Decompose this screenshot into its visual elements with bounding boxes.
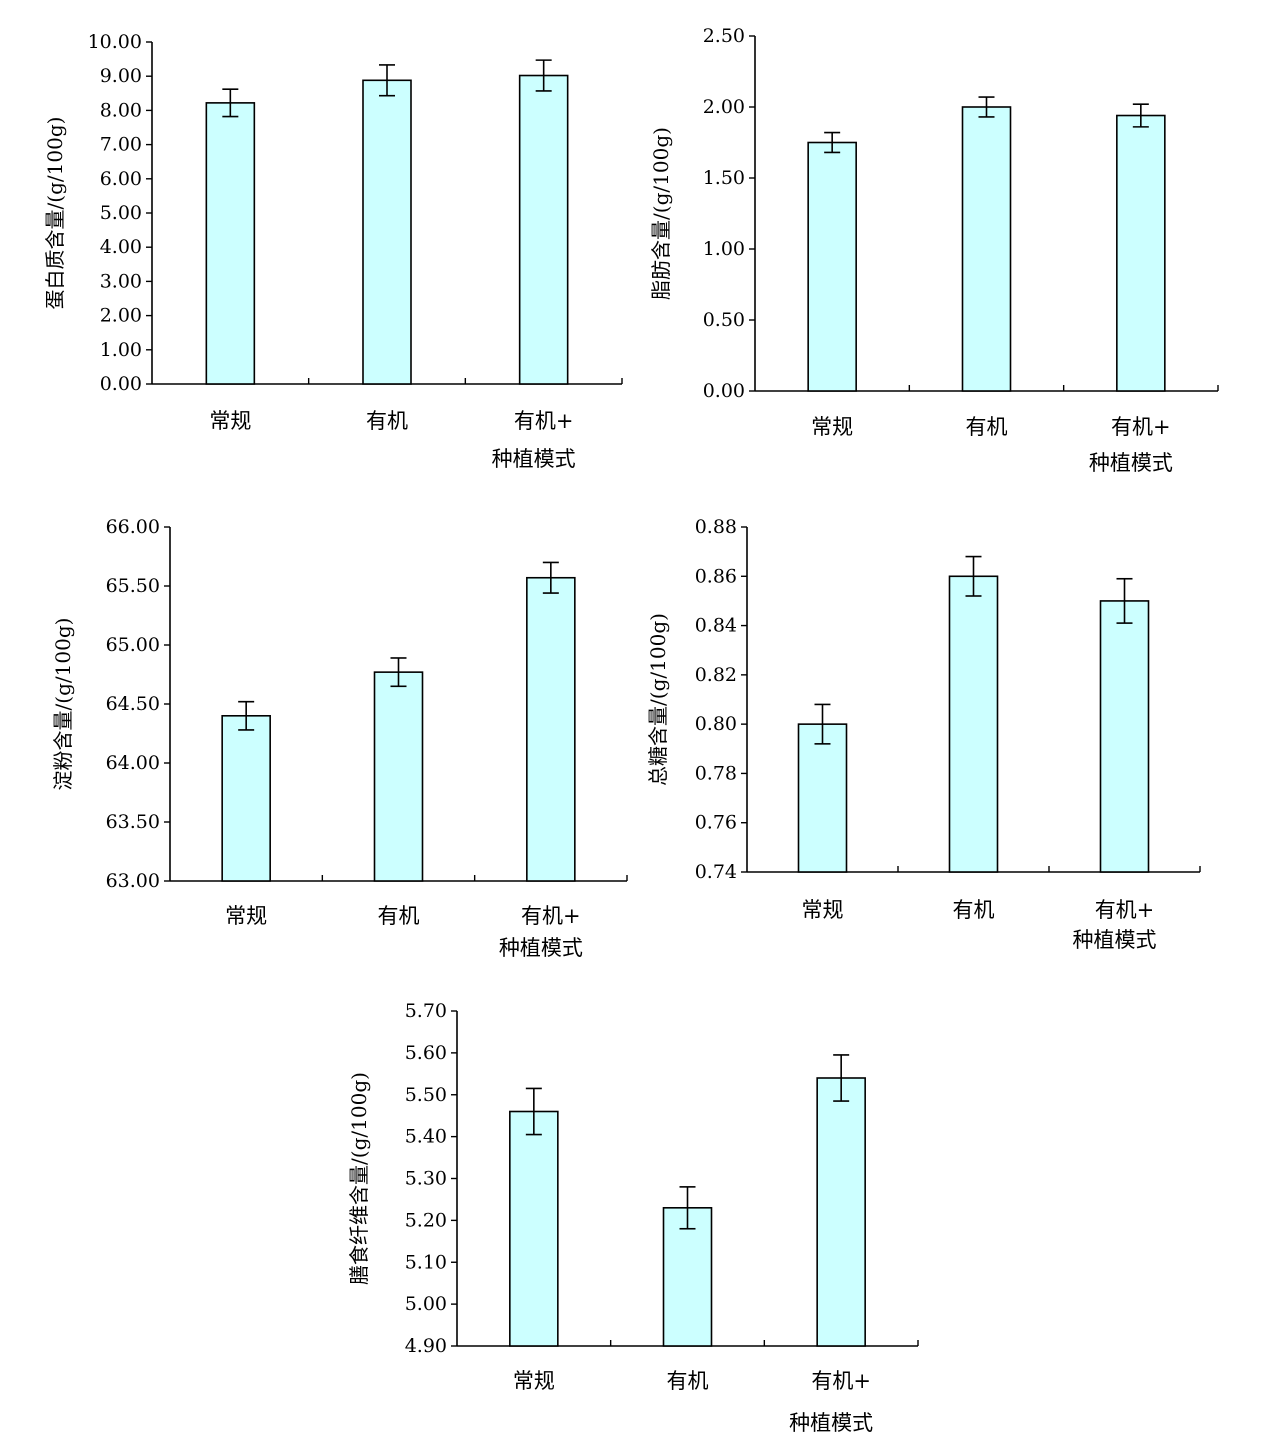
bar <box>1099 600 1150 873</box>
y-tick-label: 4.00 <box>100 236 142 258</box>
y-tick-label: 6.00 <box>100 168 142 190</box>
x-category-label: 常规 <box>209 409 251 433</box>
y-tick-label: 2.50 <box>703 25 745 47</box>
bar <box>509 1110 559 1347</box>
x-category-label: 常规 <box>225 904 267 928</box>
y-axis-title: 淀粉含量/(g/100g) <box>51 618 75 791</box>
y-tick-label: 7.00 <box>100 134 142 156</box>
y-tick-label: 2.00 <box>703 96 745 118</box>
bar <box>373 671 424 882</box>
bar <box>526 576 576 882</box>
y-tick-label: 0.00 <box>100 373 142 395</box>
x-category-label: 种植模式 <box>492 447 576 471</box>
y-tick-label: 5.40 <box>405 1126 447 1148</box>
x-category-label: 有机 <box>667 1369 709 1393</box>
x-category-label: 种植模式 <box>1073 928 1157 952</box>
y-tick-label: 0.84 <box>695 615 737 637</box>
y-tick-label: 0.00 <box>703 380 745 402</box>
x-category-label: 有机+ <box>514 409 574 433</box>
total-sugar-chart: 0.74 0.76 0.78 0.80 0.82 0.84 0.86 0.88 常规 有机 有机+ 种… <box>646 516 1201 952</box>
dietary-fiber-chart: 4.90 5.00 5.10 5.20 5.30 5.40 5.50 5.60 5.70 常规 有机… <box>347 1000 919 1435</box>
bar <box>816 1077 866 1347</box>
x-category-label: 有机+ <box>521 904 581 928</box>
bar <box>205 102 256 385</box>
x-category-label: 常规 <box>802 898 844 922</box>
y-tick-label: 5.10 <box>405 1251 447 1273</box>
y-tick-label: 0.78 <box>695 762 737 784</box>
x-category-label: 有机 <box>953 898 995 922</box>
y-tick-label: 5.00 <box>405 1293 447 1315</box>
y-tick-label: 5.00 <box>100 202 142 224</box>
fat-chart: 0.00 0.50 1.00 1.50 2.00 2.50 常规 有机 有机+ 种植模式 脂肪含量/… <box>649 25 1219 475</box>
y-tick-label: 64.00 <box>106 752 160 774</box>
x-category-label: 有机 <box>378 904 420 928</box>
y-tick-label: 4.90 <box>405 1335 447 1357</box>
y-tick-label: 66.00 <box>106 516 160 538</box>
x-category-label: 有机 <box>966 415 1008 439</box>
protein-chart: 0.00 1.00 2.00 3.00 4.00 5.00 6.00 7.00 8.00 9.00… <box>43 31 623 471</box>
y-axis-title: 脂肪含量/(g/100g) <box>649 127 673 300</box>
y-tick-label: 5.30 <box>405 1168 447 1190</box>
x-category-label: 种植模式 <box>499 936 583 960</box>
y-axis-title: 蛋白质含量/(g/100g) <box>43 117 67 310</box>
bar <box>1116 114 1166 392</box>
y-tick-label: 0.86 <box>695 565 737 587</box>
bar <box>797 723 848 873</box>
bar <box>362 79 412 385</box>
starch-chart: 63.00 63.50 64.00 64.50 65.00 65.50 66.00 常规 有机 有… <box>51 516 628 960</box>
y-tick-label: 1.50 <box>703 167 745 189</box>
y-tick-label: 3.00 <box>100 270 142 292</box>
y-axis-title: 膳食纤维含量/(g/100g) <box>347 1072 371 1285</box>
y-tick-label: 63.00 <box>106 870 160 892</box>
y-tick-label: 0.74 <box>695 861 737 883</box>
bar <box>961 106 1012 392</box>
x-category-label: 种植模式 <box>789 1411 873 1435</box>
x-category-label: 种植模式 <box>1089 451 1173 475</box>
y-tick-label: 0.82 <box>695 664 737 686</box>
y-tick-label: 10.00 <box>88 31 142 53</box>
bar <box>948 575 999 873</box>
y-tick-label: 0.76 <box>695 812 737 834</box>
y-tick-label: 9.00 <box>100 65 142 87</box>
x-category-label: 有机+ <box>1111 415 1171 439</box>
y-tick-label: 5.60 <box>405 1042 447 1064</box>
x-category-label: 常规 <box>811 415 853 439</box>
y-tick-label: 2.00 <box>100 305 142 327</box>
y-tick-label: 0.50 <box>703 309 745 331</box>
y-tick-label: 1.00 <box>100 339 142 361</box>
y-tick-label: 65.00 <box>106 634 160 656</box>
y-tick-label: 5.50 <box>405 1084 447 1106</box>
x-category-label: 有机+ <box>811 1369 871 1393</box>
bar <box>518 74 569 385</box>
y-tick-label: 0.88 <box>695 516 737 538</box>
y-tick-label: 1.00 <box>703 238 745 260</box>
y-tick-label: 64.50 <box>106 693 160 715</box>
bar <box>221 714 271 882</box>
x-category-label: 常规 <box>513 1369 555 1393</box>
x-category-label: 有机 <box>366 409 408 433</box>
y-tick-label: 5.20 <box>405 1209 447 1231</box>
y-axis-title: 总糖含量/(g/100g) <box>646 613 670 786</box>
y-tick-label: 5.70 <box>405 1000 447 1022</box>
y-tick-label: 0.80 <box>695 713 737 735</box>
x-category-label: 有机+ <box>1095 898 1155 922</box>
y-tick-label: 8.00 <box>100 99 142 121</box>
y-tick-label: 65.50 <box>106 575 160 597</box>
bar <box>807 141 857 392</box>
y-tick-label: 63.50 <box>106 811 160 833</box>
